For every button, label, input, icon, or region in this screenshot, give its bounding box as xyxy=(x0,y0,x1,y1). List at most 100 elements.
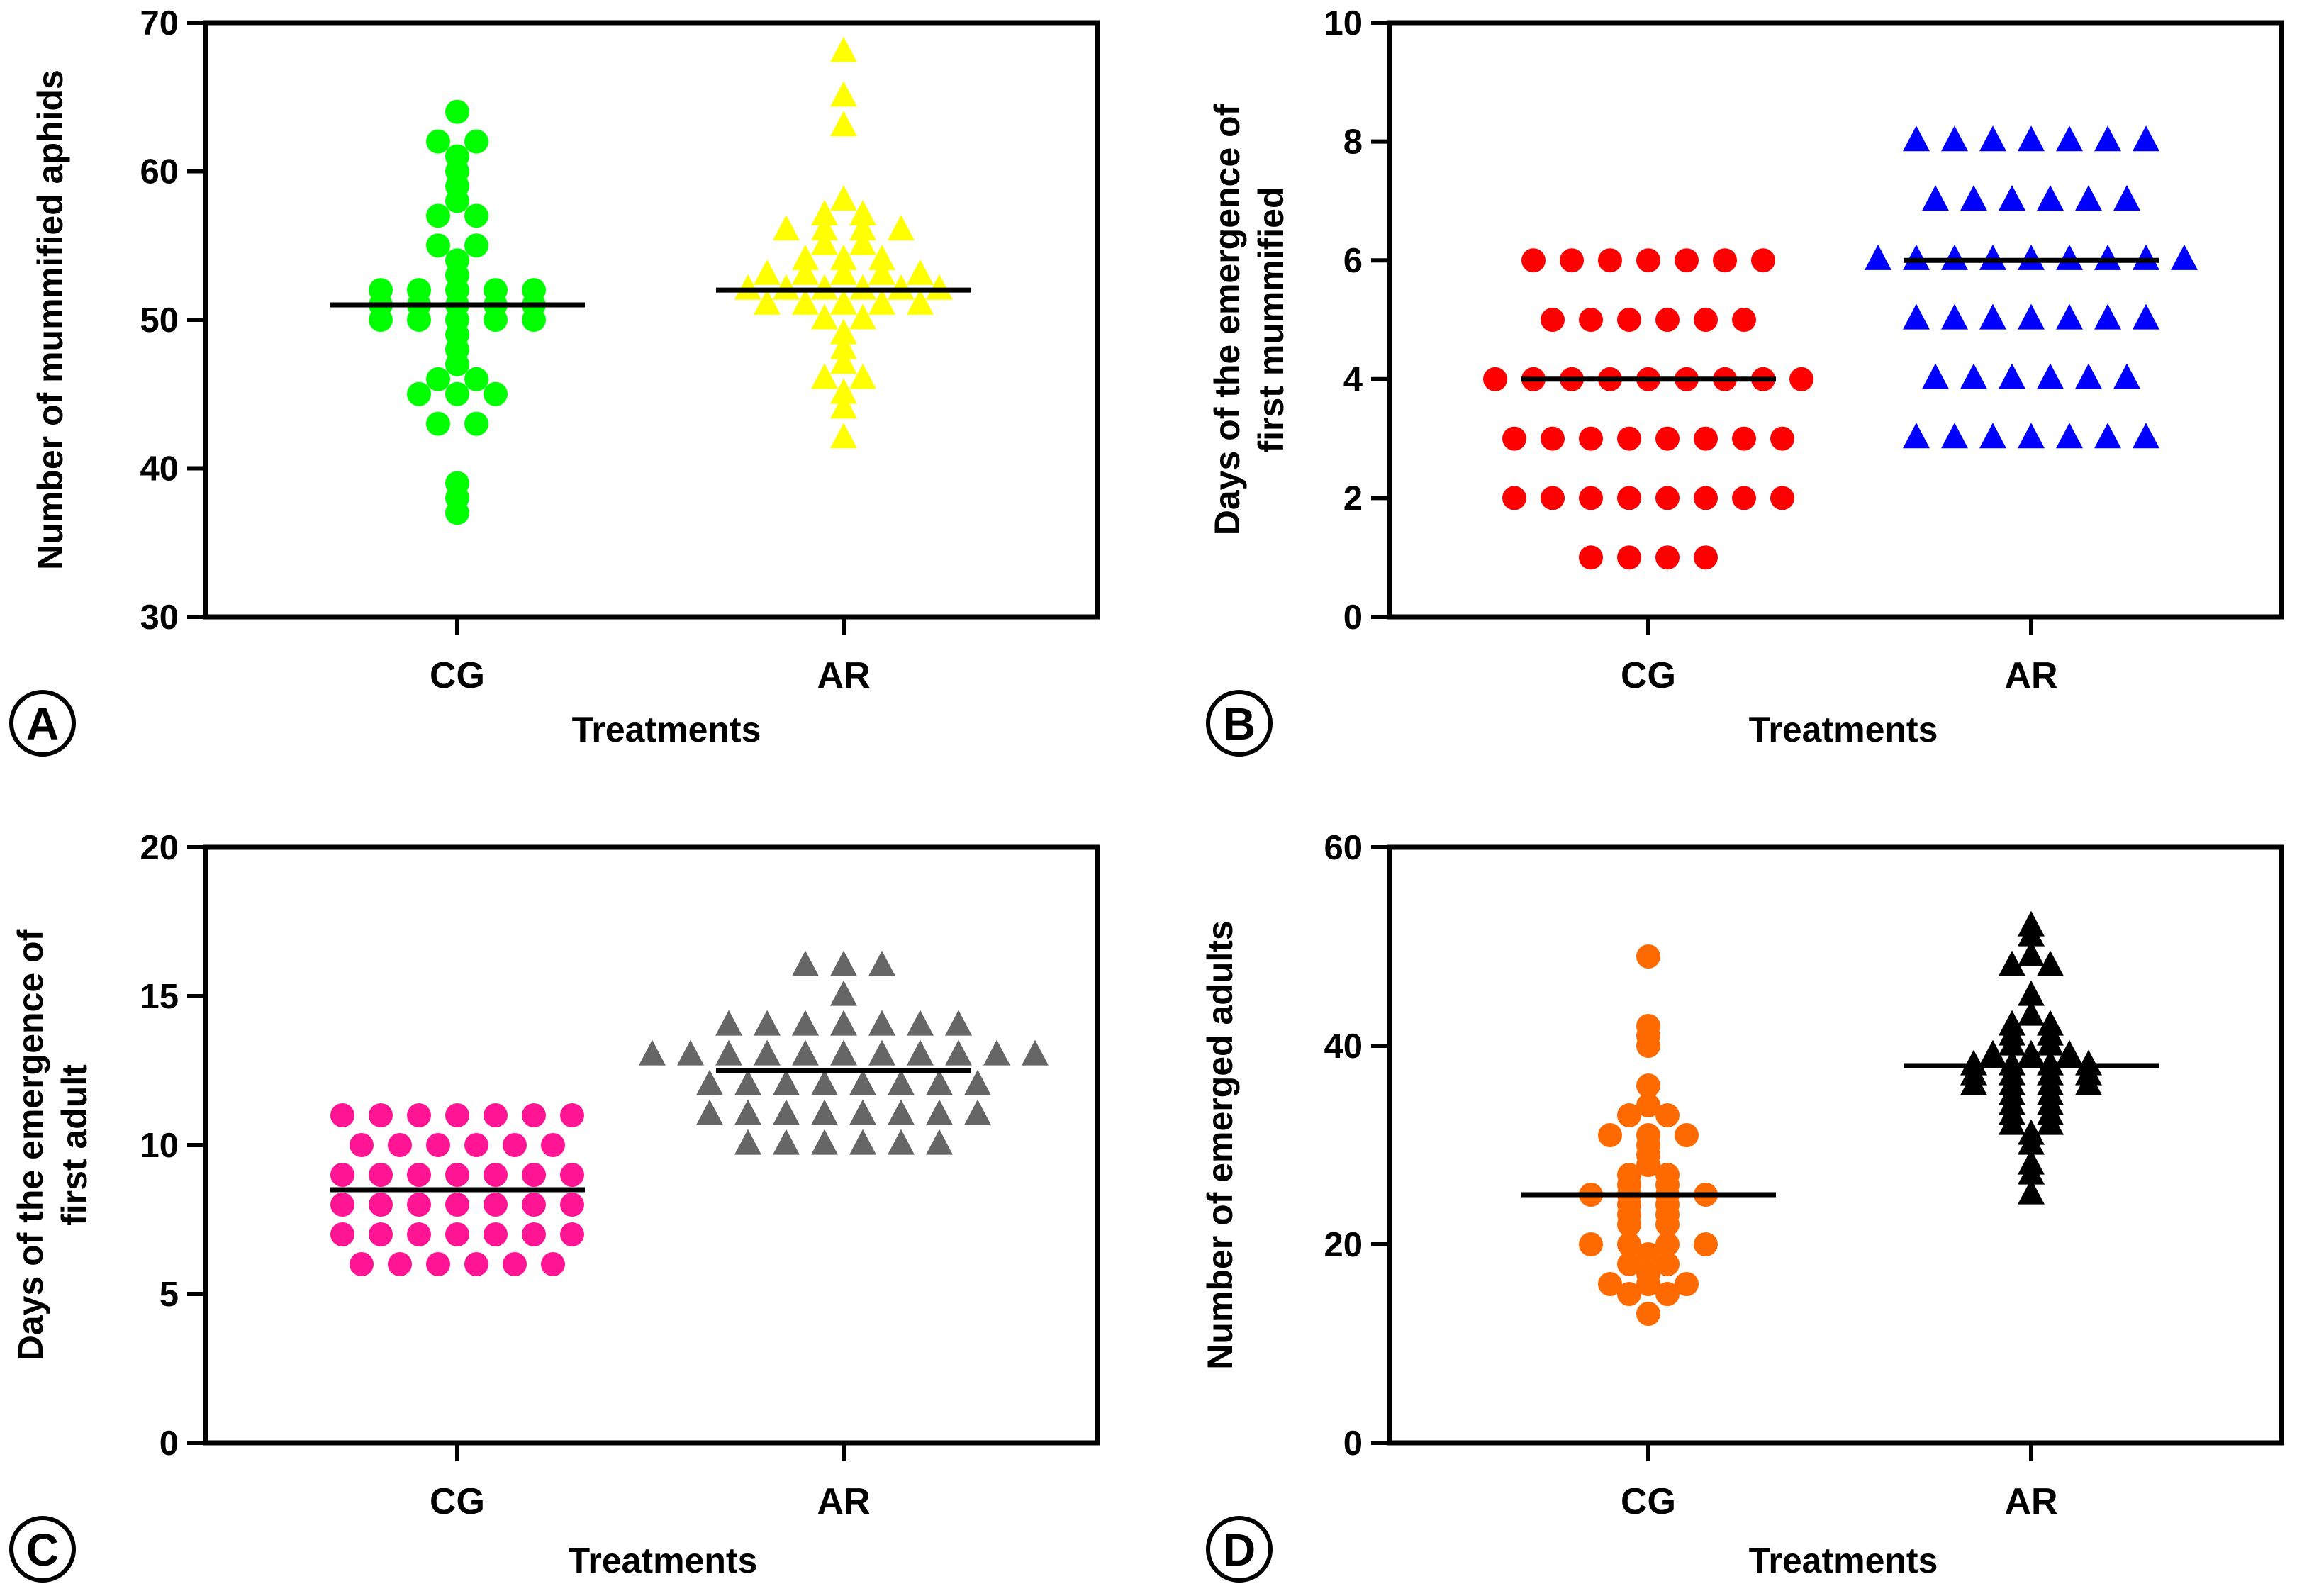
data-point xyxy=(849,1069,876,1095)
data-point xyxy=(1617,1252,1641,1276)
data-point xyxy=(1979,423,2006,449)
data-point xyxy=(1675,248,1699,273)
data-point xyxy=(1999,363,2025,389)
data-point xyxy=(330,1222,354,1246)
data-point xyxy=(1694,545,1718,570)
data-point xyxy=(2018,1039,2045,1066)
data-point xyxy=(1655,1252,1680,1276)
data-point xyxy=(369,1193,393,1217)
data-point xyxy=(811,200,838,226)
data-point xyxy=(830,36,857,62)
data-point xyxy=(407,308,431,332)
y-tick-label: 20 xyxy=(140,829,179,867)
data-point xyxy=(330,1193,354,1217)
data-point xyxy=(1941,244,1968,270)
data-point xyxy=(830,393,857,419)
data-point xyxy=(2133,244,2159,270)
panel-letter-circle xyxy=(9,1516,76,1583)
data-point xyxy=(964,1069,991,1095)
data-point xyxy=(2133,423,2159,449)
y-tick-label: 10 xyxy=(140,1127,179,1165)
data-point xyxy=(754,289,781,315)
data-point xyxy=(1903,125,1930,152)
y-tick-label: 0 xyxy=(1343,1424,1363,1463)
data-point xyxy=(830,289,857,315)
data-point xyxy=(369,1103,393,1127)
y-axis-label-line: Number of emerged adults xyxy=(1200,920,1240,1369)
data-point xyxy=(2056,244,2083,270)
x-tick-label: AR xyxy=(2004,655,2057,696)
data-point xyxy=(792,244,819,270)
data-point xyxy=(388,1133,412,1157)
data-point xyxy=(849,303,876,330)
data-point xyxy=(445,352,469,376)
data-point xyxy=(849,229,876,255)
data-point xyxy=(503,1252,527,1276)
series-cg xyxy=(330,99,585,525)
y-tick-label: 10 xyxy=(1324,4,1363,43)
data-point xyxy=(1960,185,1987,211)
data-point xyxy=(2056,423,2083,449)
data-point xyxy=(1598,248,1622,273)
data-point xyxy=(1713,248,1737,273)
data-point xyxy=(1941,125,1968,152)
data-point xyxy=(1655,1103,1680,1127)
y-tick-label: 20 xyxy=(1324,1226,1363,1264)
data-point xyxy=(1960,363,1987,389)
data-point xyxy=(2018,423,2045,449)
y-tick-label: 15 xyxy=(140,978,179,1016)
y-axis-label-line: Days of the emergence of xyxy=(11,929,50,1361)
data-point xyxy=(2037,1029,2064,1056)
data-point xyxy=(1521,248,1546,273)
data-point xyxy=(560,1103,584,1127)
data-point xyxy=(369,1163,393,1187)
data-point xyxy=(1617,1232,1641,1256)
series-ar xyxy=(639,950,1049,1155)
data-point xyxy=(868,259,895,285)
data-point xyxy=(945,1039,972,1066)
data-point xyxy=(868,950,895,976)
data-point xyxy=(1636,1272,1660,1296)
data-point xyxy=(1483,367,1507,391)
data-point xyxy=(1579,426,1603,451)
data-point xyxy=(888,1069,915,1095)
data-point xyxy=(464,411,488,436)
data-point xyxy=(1694,486,1718,510)
y-axis-label-line: first mummified xyxy=(1251,186,1291,452)
data-point xyxy=(868,1039,895,1066)
data-point xyxy=(1579,308,1603,332)
data-point xyxy=(1675,1272,1699,1296)
x-tick-label: AR xyxy=(817,655,870,696)
data-point xyxy=(1999,1109,2025,1135)
data-point xyxy=(888,1099,915,1125)
data-point xyxy=(2018,1000,2045,1026)
data-point xyxy=(2075,363,2102,389)
y-tick-label: 60 xyxy=(140,153,179,191)
data-point xyxy=(1541,486,1565,510)
data-point xyxy=(1598,1272,1622,1296)
data-point xyxy=(2056,125,2083,152)
data-point xyxy=(484,1222,508,1246)
data-point xyxy=(1655,1282,1680,1306)
data-point xyxy=(445,501,469,525)
data-point xyxy=(2018,1178,2045,1205)
data-point xyxy=(1636,248,1660,273)
data-point xyxy=(1655,545,1680,570)
panel-letter: C xyxy=(26,1524,59,1575)
data-point xyxy=(330,1163,354,1187)
x-tick-label: CG xyxy=(1621,1481,1676,1522)
data-point xyxy=(2094,125,2121,152)
data-point xyxy=(2018,920,2045,947)
data-point xyxy=(2018,940,2045,966)
data-point xyxy=(811,214,838,240)
data-point xyxy=(1617,308,1641,332)
data-point xyxy=(773,274,800,300)
data-point xyxy=(888,1129,915,1155)
data-point xyxy=(1903,423,1930,449)
data-point xyxy=(754,1039,781,1066)
data-point xyxy=(1903,244,1930,270)
y-tick-label: 40 xyxy=(140,450,179,489)
data-point xyxy=(696,1069,723,1095)
series-ar xyxy=(1904,910,2159,1205)
